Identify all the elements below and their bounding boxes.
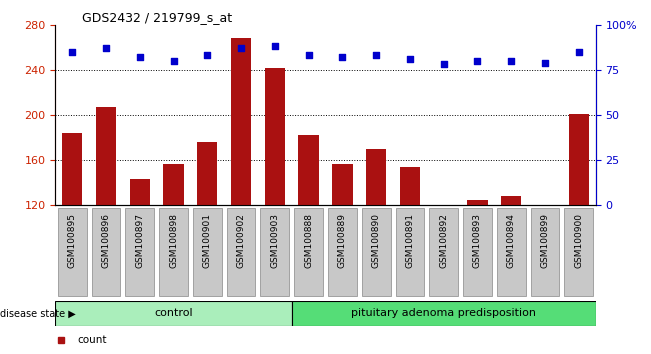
Text: GSM100894: GSM100894: [506, 213, 516, 268]
Text: GSM100893: GSM100893: [473, 213, 482, 268]
FancyBboxPatch shape: [159, 208, 188, 296]
Point: [574, 49, 584, 55]
Bar: [292, 301, 596, 326]
Text: GSM100889: GSM100889: [338, 213, 347, 268]
FancyBboxPatch shape: [430, 208, 458, 296]
Point: [101, 45, 111, 51]
Bar: [501, 196, 521, 205]
Text: GSM100892: GSM100892: [439, 213, 448, 268]
Bar: [569, 114, 589, 205]
Point: [303, 53, 314, 58]
Bar: [366, 149, 386, 205]
Point: [472, 58, 482, 64]
Text: GSM100898: GSM100898: [169, 213, 178, 268]
FancyBboxPatch shape: [497, 208, 525, 296]
Bar: [299, 135, 319, 205]
FancyBboxPatch shape: [126, 208, 154, 296]
Bar: [231, 38, 251, 205]
Point: [169, 58, 179, 64]
Text: GSM100895: GSM100895: [68, 213, 77, 268]
Text: GSM100903: GSM100903: [270, 213, 279, 268]
Text: GSM100890: GSM100890: [372, 213, 381, 268]
FancyBboxPatch shape: [362, 208, 391, 296]
FancyBboxPatch shape: [193, 208, 221, 296]
Bar: [163, 164, 184, 205]
Point: [202, 53, 212, 58]
FancyBboxPatch shape: [328, 208, 357, 296]
Text: count: count: [77, 335, 107, 345]
Text: GSM100899: GSM100899: [540, 213, 549, 268]
Text: disease state ▶: disease state ▶: [0, 308, 76, 318]
FancyBboxPatch shape: [58, 208, 87, 296]
FancyBboxPatch shape: [396, 208, 424, 296]
Point: [439, 62, 449, 67]
Text: GSM100902: GSM100902: [236, 213, 245, 268]
Bar: [400, 167, 420, 205]
Text: control: control: [154, 308, 193, 318]
Bar: [265, 68, 285, 205]
FancyBboxPatch shape: [531, 208, 559, 296]
Point: [405, 56, 415, 62]
Text: GDS2432 / 219799_s_at: GDS2432 / 219799_s_at: [82, 11, 232, 24]
Bar: [55, 301, 292, 326]
Text: GSM100897: GSM100897: [135, 213, 145, 268]
Text: GSM100891: GSM100891: [406, 213, 415, 268]
Bar: [535, 205, 555, 214]
Point: [135, 55, 145, 60]
FancyBboxPatch shape: [260, 208, 289, 296]
Bar: [332, 164, 353, 205]
Point: [67, 49, 77, 55]
Text: GSM100888: GSM100888: [304, 213, 313, 268]
Bar: [197, 142, 217, 205]
Text: pituitary adenoma predisposition: pituitary adenoma predisposition: [351, 308, 536, 318]
Text: GSM100896: GSM100896: [102, 213, 111, 268]
FancyBboxPatch shape: [463, 208, 492, 296]
Bar: [130, 179, 150, 205]
Bar: [434, 205, 454, 213]
FancyBboxPatch shape: [294, 208, 323, 296]
Point: [270, 44, 280, 49]
FancyBboxPatch shape: [92, 208, 120, 296]
FancyBboxPatch shape: [227, 208, 255, 296]
Point: [337, 55, 348, 60]
Point: [371, 53, 381, 58]
Point: [540, 60, 550, 65]
Point: [236, 45, 246, 51]
Point: [506, 58, 516, 64]
Bar: [62, 133, 82, 205]
Text: GSM100901: GSM100901: [203, 213, 212, 268]
Bar: [96, 107, 116, 205]
FancyBboxPatch shape: [564, 208, 593, 296]
Bar: [467, 200, 488, 205]
Text: GSM100900: GSM100900: [574, 213, 583, 268]
